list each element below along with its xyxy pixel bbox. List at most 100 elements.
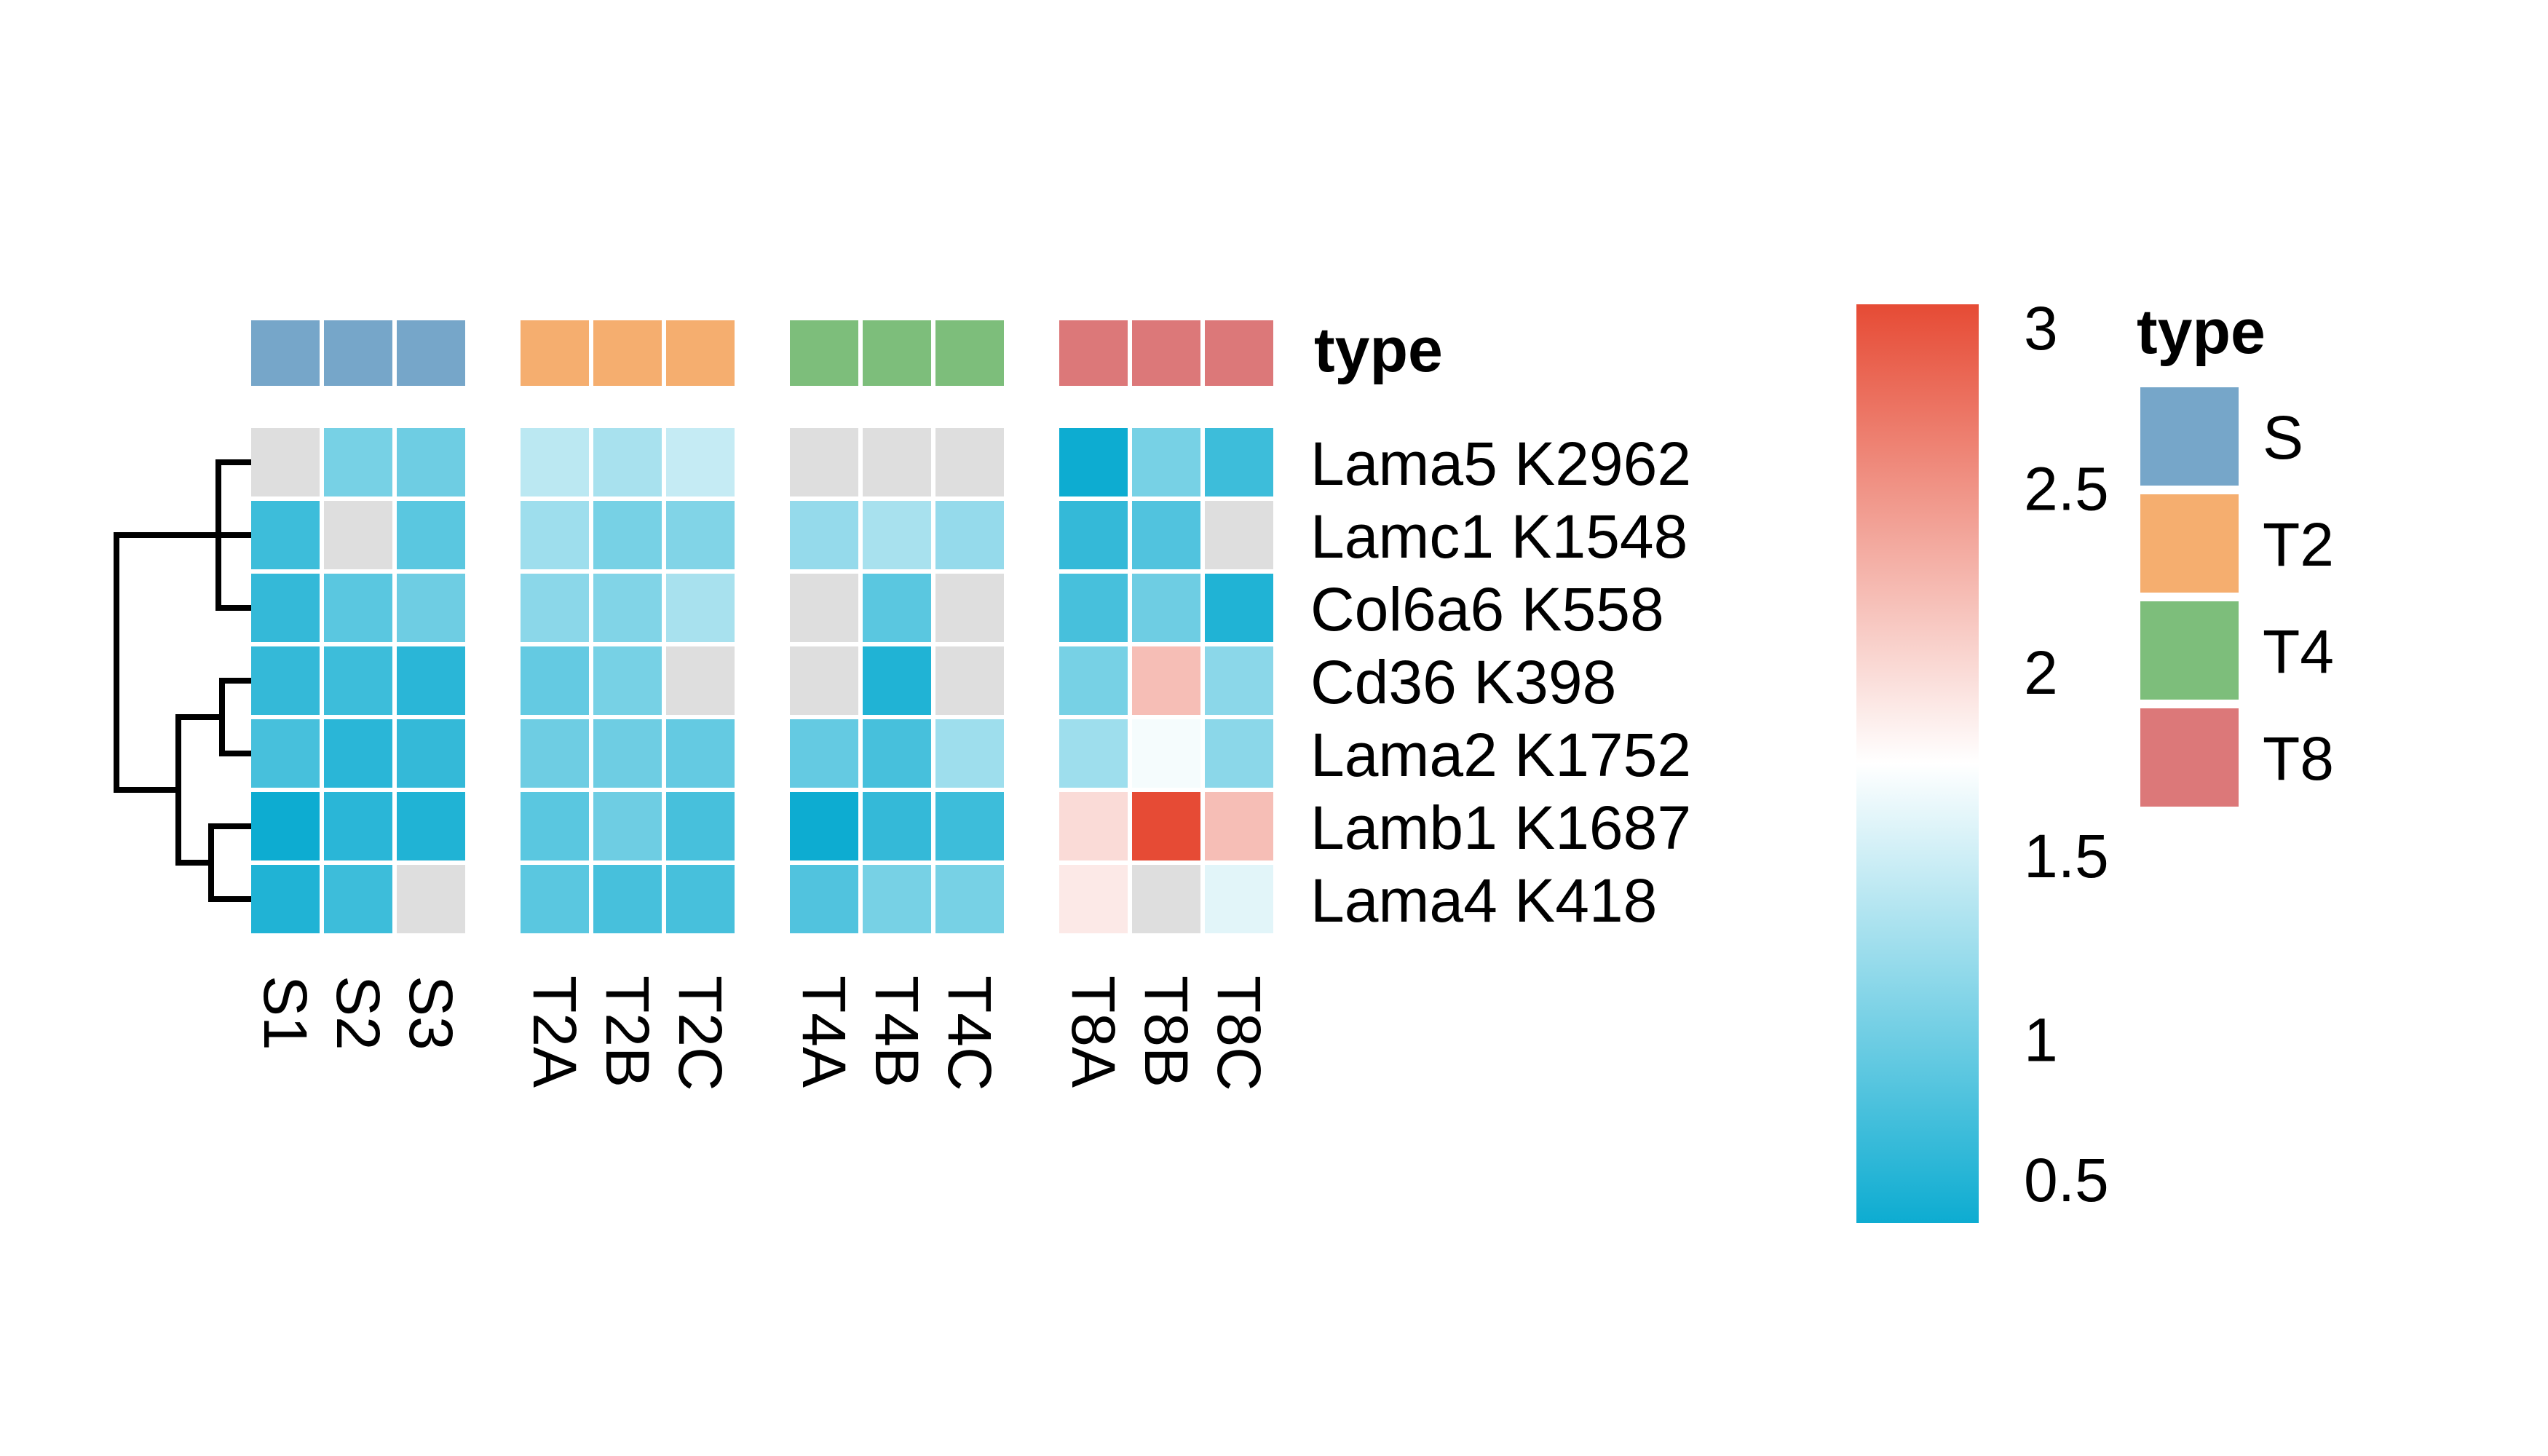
heatmap-cells	[251, 428, 1273, 933]
cell-3-7	[863, 646, 931, 715]
cell-0-0	[251, 428, 320, 496]
cell-5-4	[593, 792, 662, 860]
cell-0-11	[1205, 428, 1273, 496]
color-scale-bar	[1856, 304, 1979, 1223]
column-label: T4B	[863, 976, 931, 1088]
cell-5-1	[324, 792, 392, 860]
cell-6-0	[251, 865, 320, 933]
column-label: T2C	[666, 976, 735, 1091]
annotation-cell-T4B	[863, 320, 931, 386]
column-label: T4C	[935, 976, 1004, 1091]
cell-2-2	[397, 574, 465, 642]
cell-1-3	[521, 501, 589, 569]
column-label: T4A	[790, 976, 858, 1088]
row-label: Col6a6 K558	[1310, 575, 1664, 644]
cell-2-0	[251, 574, 320, 642]
legend-label: S	[2263, 403, 2303, 472]
row-dendrogram	[114, 459, 254, 902]
cell-5-10	[1132, 792, 1200, 860]
dendrogram-branch	[175, 714, 225, 866]
color-scale-ticks: 3 2.5 2 1.5 1 0.5	[2024, 294, 2109, 1214]
cell-1-6	[790, 501, 858, 569]
column-label: T8B	[1132, 976, 1200, 1088]
cell-1-11	[1205, 501, 1273, 569]
cell-6-3	[521, 865, 589, 933]
color-scale-tick-label: 2	[2024, 638, 2058, 707]
cell-0-8	[935, 428, 1004, 496]
cell-0-3	[521, 428, 589, 496]
cell-5-3	[521, 792, 589, 860]
cell-6-10	[1132, 865, 1200, 933]
cell-3-10	[1132, 646, 1200, 715]
cell-2-9	[1059, 574, 1128, 642]
row-label: Lama2 K1752	[1310, 721, 1691, 789]
cell-1-10	[1132, 501, 1200, 569]
legend-title: type	[2137, 297, 2266, 367]
legend-swatch-T4	[2140, 601, 2239, 700]
color-scale-tick-label: 1.5	[2024, 822, 2109, 890]
cell-3-2	[397, 646, 465, 715]
cell-6-8	[935, 865, 1004, 933]
cell-3-6	[790, 646, 858, 715]
cell-5-2	[397, 792, 465, 860]
cell-5-0	[251, 792, 320, 860]
column-label: T8C	[1205, 976, 1273, 1091]
color-scale-tick-label: 1	[2024, 1006, 2058, 1075]
legend-label: T4	[2263, 617, 2334, 686]
cell-4-5	[666, 719, 735, 788]
cell-3-0	[251, 646, 320, 715]
cell-1-8	[935, 501, 1004, 569]
cell-3-5	[666, 646, 735, 715]
cell-6-6	[790, 865, 858, 933]
cell-2-6	[790, 574, 858, 642]
cell-4-7	[863, 719, 931, 788]
column-label: S3	[397, 976, 465, 1051]
row-label: Lama4 K418	[1310, 866, 1657, 935]
cell-1-4	[593, 501, 662, 569]
cell-2-4	[593, 574, 662, 642]
annotation-cell-T4A	[790, 320, 858, 386]
cell-4-10	[1132, 719, 1200, 788]
annotation-cell-S2	[324, 320, 392, 386]
dendrogram-branch	[208, 823, 254, 902]
annotation-cell-S1	[251, 320, 320, 386]
row-label: Cd36 K398	[1310, 648, 1616, 716]
row-label: Lama5 K2962	[1310, 430, 1691, 498]
cell-5-6	[790, 792, 858, 860]
dendrogram-branch	[219, 678, 254, 756]
cell-2-3	[521, 574, 589, 642]
cell-0-4	[593, 428, 662, 496]
annotation-bar	[251, 320, 1273, 386]
cell-2-1	[324, 574, 392, 642]
annotation-cell-T8C	[1205, 320, 1273, 386]
cell-0-5	[666, 428, 735, 496]
cell-3-3	[521, 646, 589, 715]
annotation-cell-T8A	[1059, 320, 1128, 386]
annotation-cell-S3	[397, 320, 465, 386]
color-scale-tick-label: 0.5	[2024, 1146, 2109, 1214]
cell-3-1	[324, 646, 392, 715]
cell-0-9	[1059, 428, 1128, 496]
dendrogram-branch	[215, 532, 254, 611]
legend-swatch-S	[2140, 387, 2239, 486]
cell-4-9	[1059, 719, 1128, 788]
cell-6-11	[1205, 865, 1273, 933]
cell-1-0	[251, 501, 320, 569]
cell-4-1	[324, 719, 392, 788]
cell-6-4	[593, 865, 662, 933]
cell-0-1	[324, 428, 392, 496]
cell-2-10	[1132, 574, 1200, 642]
cell-3-4	[593, 646, 662, 715]
cell-4-2	[397, 719, 465, 788]
cell-5-8	[935, 792, 1004, 860]
legend-label: T8	[2263, 724, 2334, 793]
cell-2-8	[935, 574, 1004, 642]
cell-4-8	[935, 719, 1004, 788]
legend-swatch-T2	[2140, 494, 2239, 593]
cell-3-9	[1059, 646, 1128, 715]
annotation-cell-T8B	[1132, 320, 1200, 386]
cell-5-7	[863, 792, 931, 860]
color-scale-tick-label: 3	[2024, 294, 2058, 363]
